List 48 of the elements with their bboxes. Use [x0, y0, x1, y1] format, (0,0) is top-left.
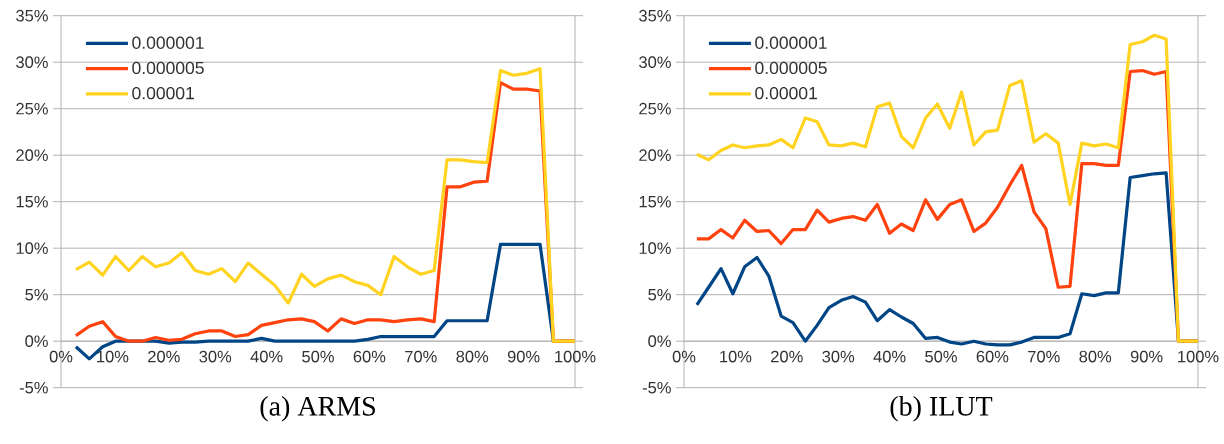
y-tick-label: 15%	[16, 195, 48, 208]
legend-label: 0.000005	[132, 61, 204, 75]
y-tick-label: 35%	[16, 9, 48, 22]
y-tick-label: 25%	[16, 102, 48, 115]
y-tick-label: 20%	[639, 149, 671, 162]
y-tick-label: 25%	[639, 102, 671, 115]
x-tick-label: 70%	[405, 350, 437, 363]
y-tick-label: 0%	[648, 335, 671, 348]
y-tick-label: -5%	[19, 381, 48, 394]
x-tick-label: 100%	[1178, 350, 1219, 363]
x-tick-label: 30%	[822, 350, 855, 363]
x-tick-label: 60%	[976, 350, 1009, 363]
legend-label: 0.000001	[755, 36, 827, 49]
x-tick-label: 80%	[1079, 350, 1112, 363]
x-tick-label: 20%	[771, 350, 803, 363]
legend-label: 0.00001	[132, 86, 194, 100]
x-tick-label: 30%	[199, 350, 232, 363]
legend-label: 0.00001	[755, 86, 817, 100]
x-tick-label: 40%	[873, 350, 906, 363]
y-tick-label: 15%	[639, 195, 671, 208]
text: (a) ARMS	[260, 395, 375, 422]
y-tick-label: 30%	[16, 56, 48, 69]
y-tick-label: 0%	[25, 335, 48, 348]
legend-label: 0.000001	[132, 36, 204, 49]
x-tick-label: 0%	[49, 350, 73, 363]
y-tick-label: -5%	[642, 381, 671, 394]
legend-label: 0.000005	[755, 61, 827, 75]
y-tick-label: 30%	[639, 56, 671, 69]
y-tick-label: 10%	[16, 242, 48, 255]
y-tick-label: 35%	[639, 9, 671, 22]
x-tick-label: 90%	[507, 350, 540, 363]
text: (b) ILUT	[890, 395, 993, 422]
y-tick-label: 10%	[639, 242, 671, 255]
x-tick-label: 0%	[672, 350, 696, 363]
x-tick-label: 50%	[302, 350, 334, 363]
x-tick-label: 80%	[456, 350, 489, 363]
x-tick-label: 100%	[555, 350, 596, 363]
x-tick-label: 60%	[353, 350, 386, 363]
x-tick-label: 50%	[925, 350, 957, 363]
x-tick-label: 40%	[250, 350, 283, 363]
x-tick-label: 90%	[1130, 350, 1163, 363]
y-tick-label: 5%	[648, 288, 671, 301]
y-tick-label: 20%	[16, 149, 48, 162]
x-tick-label: 10%	[720, 350, 752, 363]
x-tick-label: 70%	[1028, 350, 1060, 363]
x-tick-label: 20%	[148, 350, 180, 363]
x-tick-label: 10%	[97, 350, 129, 363]
y-tick-label: 5%	[25, 288, 48, 301]
